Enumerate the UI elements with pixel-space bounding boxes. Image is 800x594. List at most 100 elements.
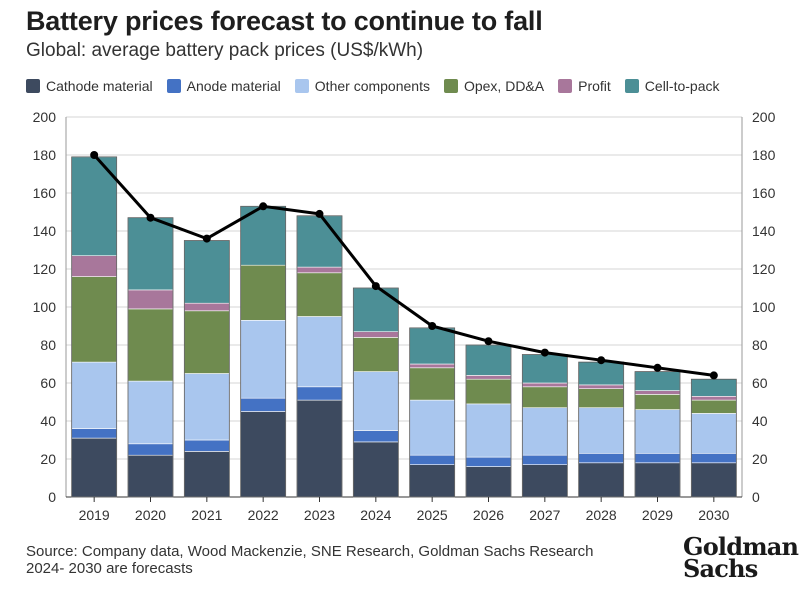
bar-segment <box>691 395 737 401</box>
bar-segment <box>634 462 681 498</box>
y-tick-label-left: 160 <box>33 185 57 201</box>
legend-swatch <box>624 79 639 93</box>
y-tick-label-right: 80 <box>752 337 768 353</box>
x-tick-label: 2023 <box>304 507 335 523</box>
bar-segment <box>691 452 737 464</box>
bar-segment <box>465 378 512 405</box>
legend-swatch <box>166 79 181 93</box>
bar-segment <box>71 437 117 498</box>
y-tick-label-left: 100 <box>33 299 57 315</box>
bar-segment <box>71 255 117 277</box>
bar-segment <box>465 466 512 498</box>
bar-segment <box>409 327 455 365</box>
x-tick-label: 2025 <box>417 507 448 523</box>
bar-segment <box>634 394 681 410</box>
bar-segment <box>578 462 624 498</box>
legend-label: Cathode material <box>46 78 153 94</box>
y-tick-label-right: 60 <box>752 375 768 391</box>
bar-segment <box>353 287 399 333</box>
x-tick-label: 2027 <box>529 507 560 523</box>
bar-segment <box>578 452 624 464</box>
bar-segment <box>184 310 230 374</box>
y-tick-label-left: 40 <box>40 413 56 429</box>
y-tick-label-left: 120 <box>33 261 57 277</box>
bar-segment <box>353 430 399 443</box>
line-marker <box>653 363 662 372</box>
goldman-sachs-logo: Goldman Sachs <box>683 532 799 581</box>
x-tick-label: 2020 <box>135 507 166 523</box>
y-tick-label-right: 140 <box>752 223 776 239</box>
bar-segment <box>578 384 624 389</box>
bar-segment <box>465 456 512 467</box>
y-tick-label-left: 80 <box>40 337 56 353</box>
bar-segment <box>409 399 455 456</box>
line-marker <box>202 234 211 243</box>
bar-segment <box>71 276 117 363</box>
y-tick-label-left: 140 <box>33 223 57 239</box>
bar-segment <box>296 316 343 388</box>
line-marker <box>484 337 493 346</box>
legend-label: Profit <box>578 78 611 94</box>
bar-segment <box>184 302 230 312</box>
y-tick-label-right: 200 <box>752 109 776 125</box>
y-tick-label-right: 40 <box>752 413 768 429</box>
bar-segment <box>296 215 343 268</box>
bar-segment <box>240 319 286 399</box>
bar-segment <box>578 407 624 454</box>
y-tick-label-right: 0 <box>752 489 760 505</box>
legend-item-anode: Anode material <box>166 78 281 94</box>
y-tick-label-left: 20 <box>40 451 56 467</box>
x-tick-label: 2026 <box>473 507 504 523</box>
legend-item-other: Other components <box>294 78 430 94</box>
bar-segment <box>127 289 174 310</box>
legend-swatch <box>294 79 309 93</box>
chart-legend: Cathode material Anode material Other co… <box>26 78 720 94</box>
bar-segment <box>409 464 455 498</box>
bar-segment <box>522 464 568 498</box>
bar-segment <box>184 373 230 441</box>
x-tick-label: 2029 <box>642 507 673 523</box>
logo-word: Goldman <box>683 532 799 561</box>
bar-segment <box>127 454 174 498</box>
bar-segment <box>522 386 568 408</box>
line-marker <box>540 348 549 357</box>
bar-segment <box>522 454 568 466</box>
line-marker <box>597 356 606 365</box>
bar-segment <box>127 308 174 382</box>
legend-label: Opex, DD&A <box>463 78 545 94</box>
bar-segment <box>71 361 117 429</box>
bar-segment <box>691 413 737 454</box>
y-tick-label-right: 160 <box>752 185 776 201</box>
legend-item-profit: Profit <box>558 78 611 94</box>
bar-segment <box>465 344 512 376</box>
bar-segment <box>353 331 399 338</box>
legend-swatch <box>558 79 573 93</box>
y-tick-label-left: 200 <box>33 109 57 125</box>
line-marker <box>315 209 324 218</box>
bar-segment <box>296 386 343 401</box>
line-marker <box>371 282 380 291</box>
legend-label: Other components <box>314 78 430 94</box>
bar-segment <box>353 371 399 431</box>
x-tick-label: 2028 <box>586 507 617 523</box>
bar-segment <box>240 397 286 412</box>
y-tick-label-left: 0 <box>48 489 56 505</box>
bar-segment <box>296 399 343 498</box>
legend-swatch <box>443 79 458 93</box>
bar-segment <box>184 451 230 498</box>
bar-segment <box>634 390 681 395</box>
line-marker <box>90 151 99 159</box>
bar-segment <box>71 428 117 439</box>
bar-segment <box>522 407 568 456</box>
legend-label: Anode material <box>186 78 281 94</box>
forecast-note: 2024- 2030 are forecasts <box>26 560 193 577</box>
bar-segment <box>127 217 174 291</box>
x-tick-label: 2021 <box>191 507 222 523</box>
line-marker <box>709 371 718 380</box>
legend-item-cathode: Cathode material <box>26 78 153 94</box>
legend-label: Cell-to-pack <box>644 78 720 94</box>
bar-segment <box>240 264 286 321</box>
bar-segment <box>691 399 737 414</box>
source-line: Source: Company data, Wood Mackenzie, SN… <box>26 543 594 560</box>
